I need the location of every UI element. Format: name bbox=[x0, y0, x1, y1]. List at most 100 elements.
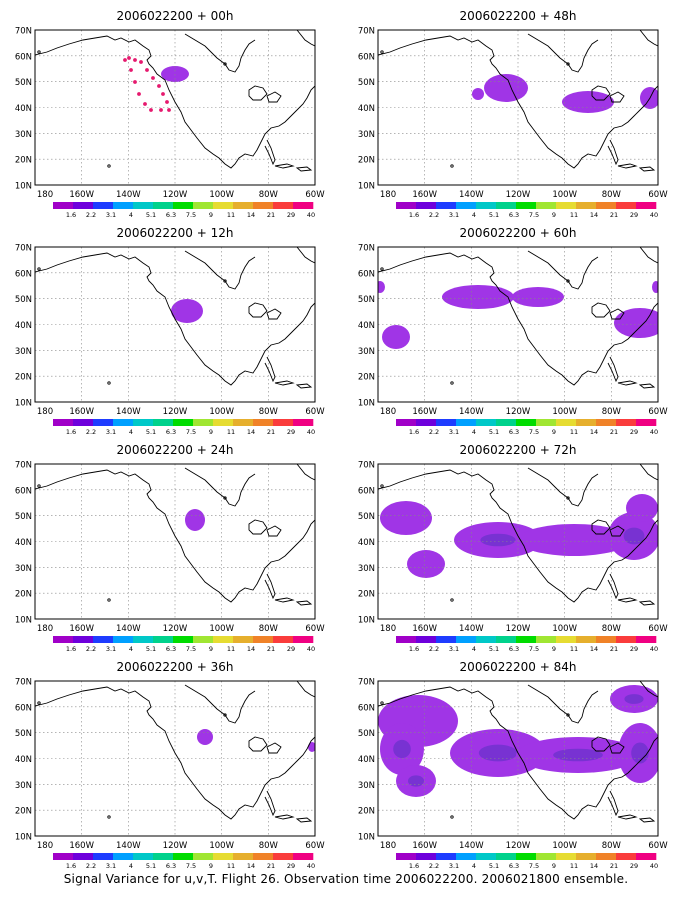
figure-caption: Signal Variance for u,v,T. Flight 26. Ob… bbox=[63, 872, 629, 886]
lon-tick-label: 100W bbox=[552, 841, 577, 851]
variance-blob bbox=[382, 325, 410, 349]
lat-tick-label: 10N bbox=[15, 182, 32, 192]
lat-tick-label: 40N bbox=[15, 321, 32, 331]
colorbar-swatch bbox=[636, 202, 657, 209]
lat-tick-label: 50N bbox=[15, 729, 32, 739]
colorbar-swatch bbox=[233, 202, 254, 209]
colorbar-swatch bbox=[516, 853, 537, 860]
variance-blob bbox=[652, 281, 658, 293]
variance-blob bbox=[197, 729, 213, 745]
colorbar-swatch bbox=[576, 853, 597, 860]
colorbar-label: 11 bbox=[227, 211, 235, 219]
colorbar-swatch bbox=[536, 202, 557, 209]
lat-tick-label: 30N bbox=[15, 130, 32, 140]
variance-shading bbox=[378, 685, 658, 797]
lon-tick-label: 160W bbox=[412, 841, 437, 851]
variance-blob bbox=[614, 308, 658, 338]
lat-tick-label: 30N bbox=[358, 347, 375, 357]
colorbar-label: 11 bbox=[570, 211, 578, 219]
colorbar-swatch bbox=[536, 636, 557, 643]
colorbar-label: 29 bbox=[287, 862, 295, 870]
variance-blob bbox=[407, 550, 445, 578]
colorbar-label: 4 bbox=[129, 862, 133, 870]
colorbar-label: 2.2 bbox=[429, 862, 439, 870]
lon-tick-label: 120W bbox=[163, 407, 188, 417]
lon-tick-label: 60W bbox=[648, 407, 668, 417]
map-panel: 2006022200 + 12h 70N 60N 50N 40N 30N 20N 10N 180… bbox=[15, 226, 325, 436]
colorbar-label: 9 bbox=[209, 428, 213, 436]
lat-tick-label: 50N bbox=[15, 295, 32, 305]
lat-tick-label: 10N bbox=[358, 616, 375, 626]
colorbar-swatch bbox=[133, 202, 154, 209]
lon-tick-label: 60W bbox=[648, 841, 668, 851]
lon-tick-label: 160W bbox=[412, 190, 437, 200]
variance-core bbox=[408, 775, 424, 787]
lat-tick-label: 70N bbox=[15, 678, 32, 688]
colorbar-swatch bbox=[436, 636, 457, 643]
lon-tick-label: 120W bbox=[163, 190, 188, 200]
colorbar-swatch bbox=[253, 853, 274, 860]
lat-tick-label: 20N bbox=[358, 590, 375, 600]
colorbar-label: 2.2 bbox=[429, 645, 439, 653]
colorbar-label: 40 bbox=[650, 862, 658, 870]
lat-tick-label: 60N bbox=[358, 269, 375, 279]
colorbar-swatch bbox=[73, 853, 94, 860]
variance-shading bbox=[171, 299, 203, 323]
map-area bbox=[34, 246, 316, 403]
colorbar-label: 7.5 bbox=[186, 645, 196, 653]
colorbar-label: 4 bbox=[129, 428, 133, 436]
map-area bbox=[34, 29, 316, 186]
colorbar-swatch bbox=[576, 202, 597, 209]
lat-tick-label: 50N bbox=[358, 78, 375, 88]
colorbar-label: 9 bbox=[552, 428, 556, 436]
colorbar-label: 29 bbox=[287, 645, 295, 653]
colorbar-swatch bbox=[133, 419, 154, 426]
lat-tick-label: 40N bbox=[358, 104, 375, 114]
colorbar-swatch bbox=[233, 853, 254, 860]
colorbar-swatch bbox=[133, 636, 154, 643]
map-area bbox=[377, 246, 659, 403]
colorbar-label: 9 bbox=[552, 211, 556, 219]
lat-tick-label: 40N bbox=[15, 538, 32, 548]
lat-tick-label: 40N bbox=[358, 538, 375, 548]
colorbar-swatch bbox=[496, 636, 517, 643]
colorbar-swatch bbox=[456, 419, 477, 426]
flight-track-point bbox=[157, 84, 161, 88]
lon-tick-label: 80W bbox=[602, 407, 622, 417]
variance-core bbox=[478, 744, 518, 762]
colorbar-swatch bbox=[73, 636, 94, 643]
panel-title: 2006022200 + 00h bbox=[117, 9, 234, 23]
variance-shading bbox=[378, 281, 658, 349]
lon-tick-label: 140W bbox=[116, 407, 141, 417]
colorbar-label: 29 bbox=[630, 428, 638, 436]
colorbar-swatch bbox=[153, 419, 174, 426]
colorbar-swatch bbox=[416, 202, 437, 209]
map-area bbox=[34, 463, 316, 620]
colorbar-label: 6.3 bbox=[166, 211, 176, 219]
colorbar-swatch bbox=[516, 202, 537, 209]
colorbar-label: 6.3 bbox=[166, 862, 176, 870]
lon-tick-label: 120W bbox=[506, 407, 531, 417]
colorbar-swatch bbox=[273, 636, 294, 643]
lon-tick-label: 140W bbox=[459, 190, 484, 200]
colorbar-swatch bbox=[496, 202, 517, 209]
colorbar-label: 14 bbox=[590, 211, 598, 219]
colorbar-swatch bbox=[173, 419, 194, 426]
colorbar-swatch bbox=[556, 636, 577, 643]
variance-blob bbox=[512, 287, 564, 307]
lat-tick-label: 60N bbox=[15, 703, 32, 713]
colorbar-label: 5.1 bbox=[146, 645, 156, 653]
lon-tick-label: 60W bbox=[305, 841, 325, 851]
colorbar-label: 5.1 bbox=[489, 428, 499, 436]
lon-tick-label: 80W bbox=[259, 190, 279, 200]
colorbar-label: 29 bbox=[287, 211, 295, 219]
colorbar-swatch bbox=[293, 419, 314, 426]
colorbar-swatch bbox=[53, 636, 74, 643]
map-frame bbox=[377, 680, 659, 837]
colorbar-swatch bbox=[476, 419, 497, 426]
map-area bbox=[377, 29, 659, 186]
lat-tick-label: 40N bbox=[15, 755, 32, 765]
colorbar-label: 29 bbox=[630, 645, 638, 653]
colorbar-label: 7.5 bbox=[529, 862, 539, 870]
colorbar-swatch bbox=[213, 419, 234, 426]
